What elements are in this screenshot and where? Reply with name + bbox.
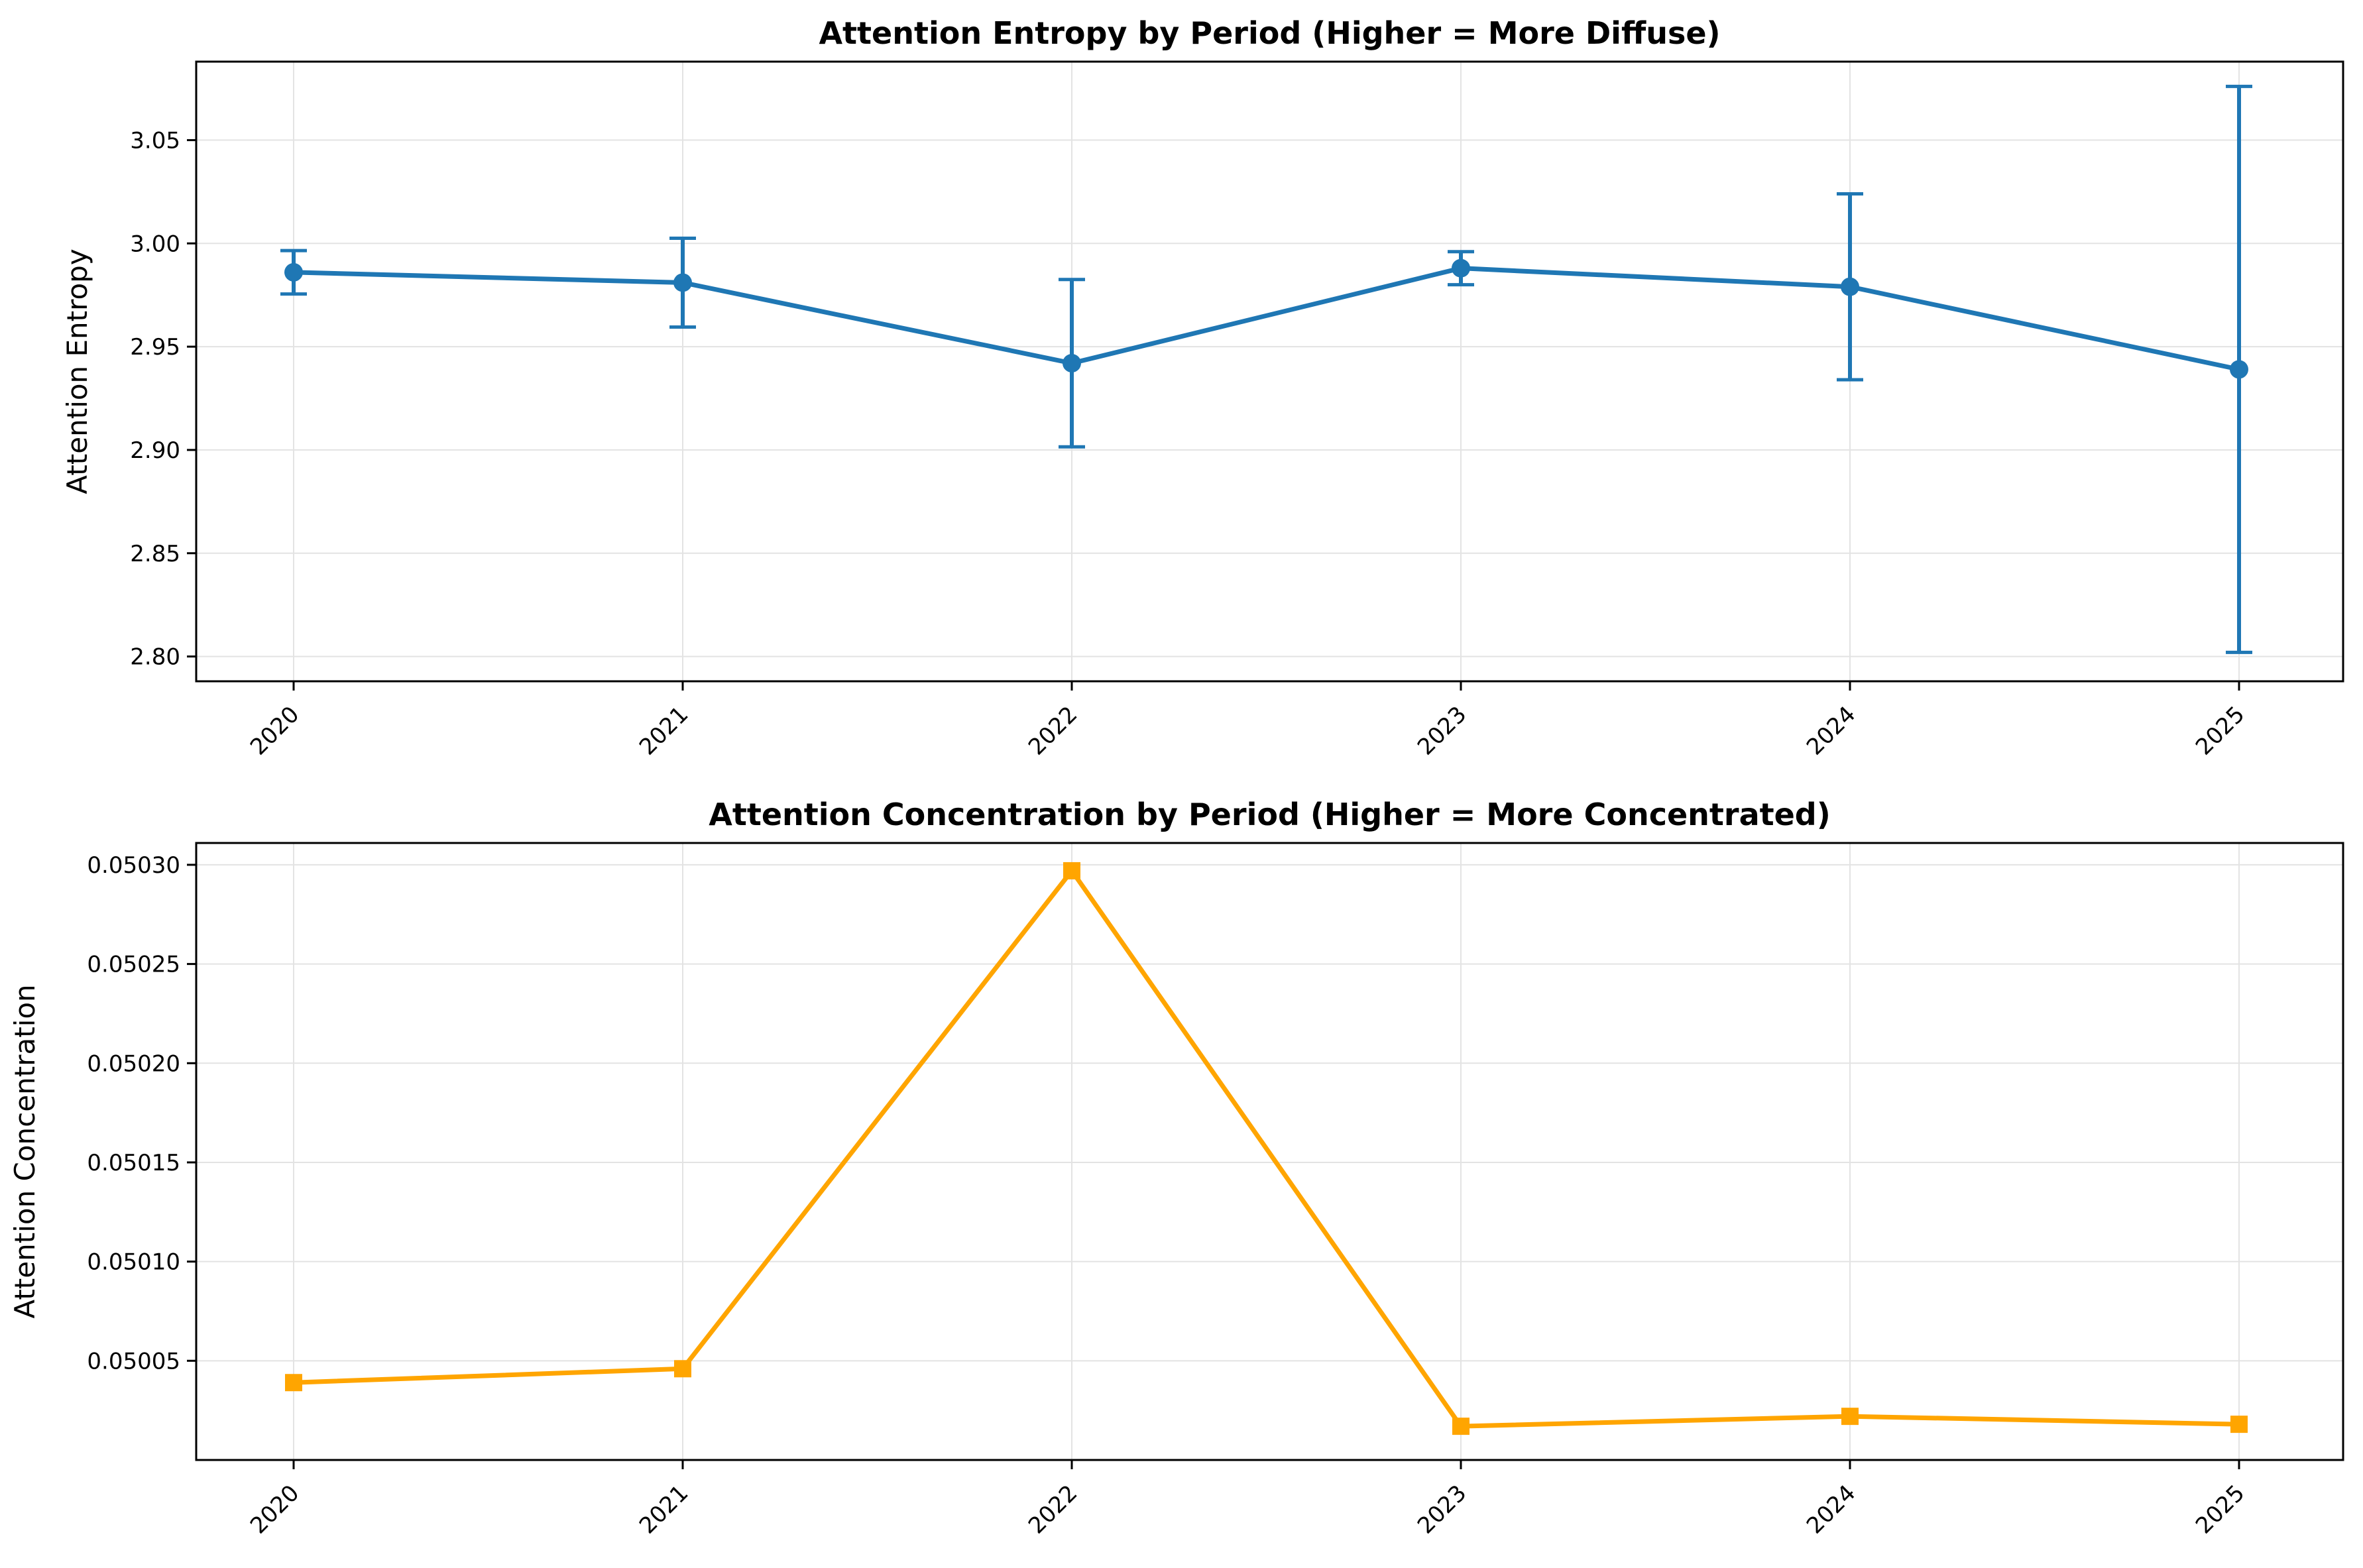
concentration-y-tick-label: 0.05015 [87,1150,180,1176]
entropy-y-tick-label: 2.90 [130,437,180,464]
concentration-series-line [293,868,2240,1429]
concentration-axes-frame [195,842,2344,1461]
entropy-axes-frame [195,60,2344,683]
concentration-data-point [285,1374,302,1392]
entropy-series [280,84,2252,654]
concentration-data-point [1841,1408,1859,1426]
entropy-data-point [1452,258,1470,278]
concentration-data-point [1452,1418,1470,1435]
entropy-data-point [673,273,692,292]
concentration-y-axis-label: Attention Concentration [9,984,41,1318]
entropy-y-tick-label: 3.05 [130,127,180,154]
concentration-y-tick-label: 0.05030 [87,852,180,879]
entropy-y-tick-label: 2.80 [130,644,180,671]
entropy-data-point [1063,354,1081,373]
concentration-y-tick-label: 0.05005 [87,1348,180,1374]
entropy-y-axis-label: Attention Entropy [61,249,93,494]
concentration-y-tick-label: 0.05025 [87,952,180,978]
entropy-panel: 2020 2021 2022 2023 2024 2025 2.802.852.902.9… [61,15,2344,761]
concentration-data-point [674,1360,691,1378]
entropy-data-point [1841,277,1859,296]
entropy-y-ticks: 2.80 2.85 2.90 2.95 3.00 3.05 [130,127,196,671]
entropy-y-tick-label: 2.95 [130,334,180,361]
entropy-chart-title: Attention Entropy by Period (Higher = Mo… [819,15,1720,51]
entropy-y-tick-label: 2.85 [130,541,180,567]
entropy-y-tick-label: 3.00 [130,231,180,257]
concentration-data-point [2230,1416,2248,1433]
concentration-grid [196,843,2343,1460]
concentration-y-ticks: 0.05005 0.05010 0.05015 0.05020 0.05025 0.050… [87,852,196,1374]
concentration-y-tick-label: 0.05010 [87,1249,180,1276]
entropy-data-point [2230,360,2248,379]
concentration-chart-title: Attention Concentration by Period (Highe… [709,797,1831,832]
entropy-series-line [293,266,2240,372]
concentration-y-tick-label: 0.05020 [87,1050,180,1077]
entropy-data-point [284,262,303,282]
concentration-data-point [1063,862,1080,879]
concentration-series [285,862,2248,1435]
